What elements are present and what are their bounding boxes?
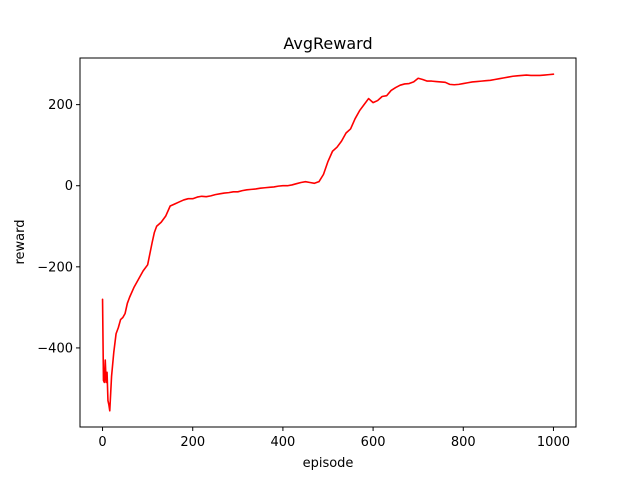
y-tick-label: −200 <box>37 260 73 275</box>
y-tick-label: 0 <box>65 179 73 194</box>
plot-frame <box>79 57 577 428</box>
x-tick-label: 400 <box>270 435 295 450</box>
chart-title: AvgReward <box>283 34 372 53</box>
x-tick-label: 1000 <box>537 435 570 450</box>
x-tick-label: 0 <box>98 435 106 450</box>
series-layer <box>101 73 555 412</box>
y-tick-label: −400 <box>37 341 73 356</box>
y-axis-label: reward <box>13 219 28 264</box>
x-tick-label: 600 <box>361 435 386 450</box>
y-axis-ticks: −400 −200 0 200 <box>37 98 80 356</box>
series-line <box>101 73 555 412</box>
y-tick-label: 200 <box>48 98 73 113</box>
x-axis-ticks: 0 200 400 600 800 1000 <box>98 427 570 450</box>
x-tick-label: 800 <box>451 435 476 450</box>
x-axis-label: episode <box>303 456 354 471</box>
x-tick-label: 200 <box>180 435 205 450</box>
